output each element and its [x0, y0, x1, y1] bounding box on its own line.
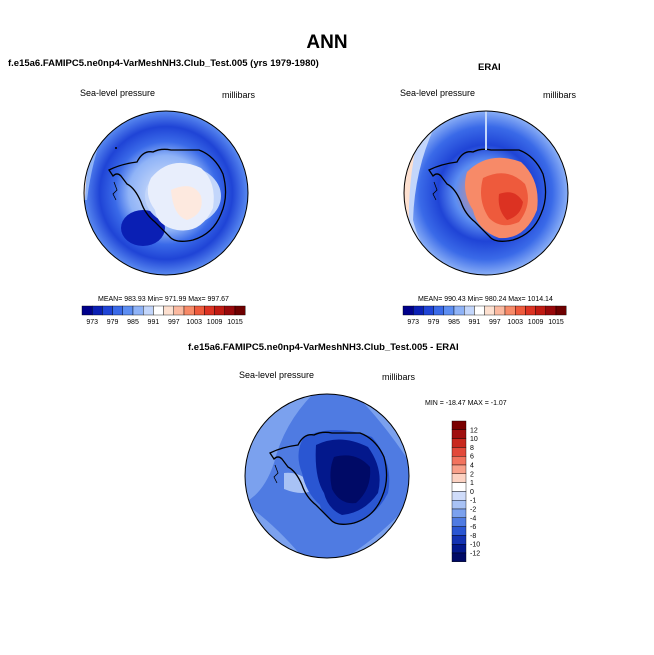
panel3-map	[244, 393, 410, 559]
panel3-units: millibars	[382, 372, 416, 382]
panel2-map	[403, 110, 569, 276]
panel2-colorbar-swatch	[433, 305, 444, 316]
panel2-title: ERAI	[478, 62, 501, 73]
panel1-map	[83, 110, 249, 276]
panel2-colorbar-tick-label: 1015	[548, 319, 564, 326]
panel2-colorbar-swatch	[484, 305, 495, 316]
panel2-stats: MEAN= 990.43 Min= 980.24 Max= 1014.14	[418, 296, 553, 303]
panel1-colorbar-swatch	[234, 305, 246, 316]
panel2-colorbar-swatch	[443, 305, 455, 316]
panel1-colorbar-swatch	[112, 305, 123, 316]
panel2-colorbar-swatch	[412, 305, 424, 316]
panel3-colorbar-tick-label: 0	[470, 489, 474, 496]
panel3-colorbar-tick-label: 2	[470, 471, 474, 478]
panel1-colorbar-swatch	[193, 305, 205, 316]
panel3-variable: Sea-level pressure	[239, 370, 315, 380]
panel1-colorbar-tick-label: 997	[168, 319, 180, 326]
panel3-colorbar-tick-label: 8	[470, 445, 474, 452]
panel3-title: f.e15a6.FAMIPC5.ne0np4-VarMeshNH3.Club_T…	[188, 342, 459, 353]
panel3-colorbar-tick-label: 1	[470, 480, 474, 487]
panel2-colorbar-swatch	[474, 305, 485, 316]
panel3-colorbar-swatch	[451, 456, 467, 466]
panel2-colorbar-tick-label: 973	[407, 319, 419, 326]
panel1-colorbar-tick-label: 1015	[227, 319, 243, 326]
panel3-colorbar-swatch	[451, 552, 467, 563]
panel3-colorbar-swatch	[451, 517, 467, 527]
panel1-colorbar-tick-label: 991	[148, 319, 160, 326]
panel1-colorbar-swatch	[91, 305, 103, 316]
panel3-colorbar-swatch	[451, 526, 467, 536]
panel1-colorbar-tick-label: 979	[107, 319, 119, 326]
panel3-colorbar-tick-label: 6	[470, 454, 474, 461]
panel1-stats: MEAN= 983.93 Min= 971.99 Max= 997.67	[98, 296, 229, 303]
main-title: ANN	[306, 32, 348, 53]
panel2-colorbar-swatch	[423, 305, 434, 316]
panel2-colorbar-swatch	[514, 305, 526, 316]
panel2-colorbar: 973 979 985 991 997 1003 1009 1015	[402, 305, 567, 326]
panel1-colorbar-swatch	[143, 305, 154, 316]
panel3-colorbar-swatch	[451, 429, 467, 439]
panel1-colorbar: 973 979 985 991 997 1003 1009 1015	[81, 305, 246, 326]
panel2-colorbar-tick-label: 979	[428, 319, 440, 326]
panel1-colorbar-swatch	[183, 305, 195, 316]
panel3-colorbar-swatch	[451, 473, 467, 483]
panel3-colorbar-tick-label: -12	[470, 551, 480, 558]
panel1-colorbar-swatch	[122, 305, 134, 316]
panel3-colorbar-swatch	[451, 508, 467, 519]
panel1-colorbar-swatch	[204, 305, 215, 316]
panel1-units: millibars	[222, 90, 256, 100]
panel2-colorbar-tick-label: 1003	[507, 319, 523, 326]
panel2-colorbar-swatch	[464, 305, 475, 316]
panel3-colorbar-tick-label: -10	[470, 542, 480, 549]
panel3-colorbar-tick-label: -6	[470, 524, 476, 531]
panel1-colorbar-tick-label: 985	[127, 319, 139, 326]
panel1-colorbar-tick-label: 1003	[186, 319, 202, 326]
panel1-colorbar-swatch	[81, 305, 93, 316]
panel3-colorbar-tick-label: -1	[470, 498, 476, 505]
panel1-colorbar-swatch	[132, 305, 144, 316]
panel3-colorbar-swatch	[451, 535, 467, 545]
panel1-colorbar-swatch	[214, 305, 226, 316]
panel1-title: f.e15a6.FAMIPC5.ne0np4-VarMeshNH3.Club_T…	[8, 58, 319, 69]
panel3-colorbar-swatch	[451, 447, 467, 457]
panel2-colorbar-tick-label: 985	[448, 319, 460, 326]
panel1-colorbar-swatch	[224, 305, 236, 316]
panel2-colorbar-swatch	[535, 305, 547, 316]
panel2-colorbar-tick-label: 997	[489, 319, 501, 326]
panel1-colorbar-swatch	[102, 305, 113, 316]
panel1-variable: Sea-level pressure	[80, 88, 156, 98]
panel3-colorbar-tick-label: -8	[470, 533, 476, 540]
panel2-colorbar-swatch	[494, 305, 506, 316]
panel2-variable: Sea-level pressure	[400, 88, 476, 98]
panel3-stats: MIN = -18.47 MAX = -1.07	[425, 400, 507, 407]
panel2-units: millibars	[543, 90, 577, 100]
panel1-colorbar-tick-label: 973	[86, 319, 98, 326]
panel2-colorbar-swatch	[504, 305, 516, 316]
panel3-colorbar-swatch	[451, 438, 467, 448]
panel3-colorbar-swatch	[451, 499, 467, 510]
panel2-colorbar-swatch	[402, 305, 414, 316]
panel3-colorbar-swatch	[451, 482, 467, 492]
panel3-colorbar-tick-label: 4	[470, 463, 474, 470]
panel3-colorbar-tick-label: 12	[470, 427, 478, 434]
panel3-colorbar-tick-label: -2	[470, 507, 476, 514]
panel2-colorbar-swatch	[545, 305, 557, 316]
panel2-colorbar-tick-label: 1009	[528, 319, 544, 326]
panel1-colorbar-swatch	[153, 305, 164, 316]
panel3-colorbar-swatch	[451, 420, 467, 431]
panel2-colorbar-swatch	[453, 305, 465, 316]
panel3-colorbar-swatch	[451, 543, 467, 554]
panel1-colorbar-swatch	[163, 305, 174, 316]
panel1-colorbar-tick-label: 1009	[207, 319, 223, 326]
panel2-colorbar-tick-label: 991	[469, 319, 481, 326]
panel2-colorbar-swatch	[555, 305, 567, 316]
panel3-colorbar-tick-label: 10	[470, 436, 478, 443]
panel3-colorbar-swatch	[451, 491, 467, 501]
panel3-colorbar-swatch	[451, 464, 467, 475]
panel1-colorbar-swatch	[173, 305, 185, 316]
panel2-colorbar-swatch	[525, 305, 536, 316]
panel3-colorbar-tick-label: -4	[470, 515, 476, 522]
